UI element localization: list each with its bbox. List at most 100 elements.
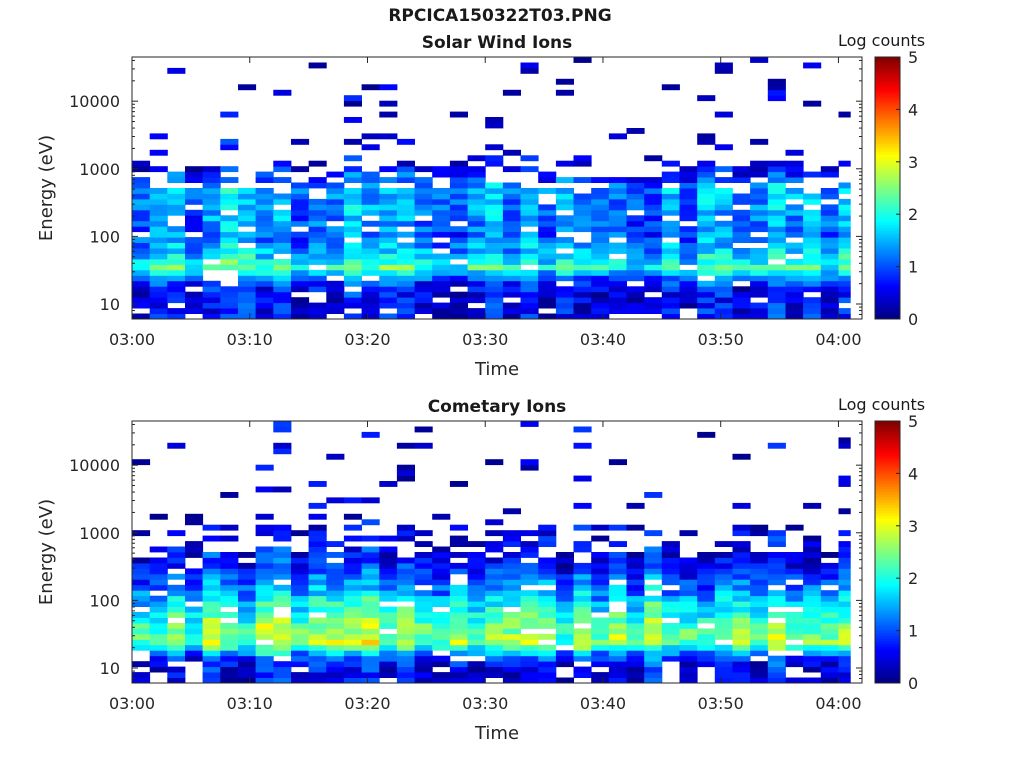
heatmap-cell bbox=[485, 313, 504, 320]
heatmap-cell bbox=[361, 182, 380, 189]
heatmap-cell bbox=[732, 552, 751, 558]
heatmap-cell bbox=[520, 644, 539, 651]
heatmap-cell bbox=[732, 313, 751, 320]
heatmap-cell bbox=[608, 541, 627, 547]
heatmap-cell bbox=[785, 188, 804, 194]
colorbar-swatch bbox=[875, 216, 900, 220]
heatmap-cell bbox=[202, 590, 221, 597]
heatmap-cell bbox=[202, 193, 221, 200]
heatmap-cell bbox=[591, 655, 610, 662]
heatmap-cell bbox=[449, 193, 468, 200]
heatmap-cell bbox=[467, 204, 486, 211]
heatmap-cell bbox=[308, 628, 327, 635]
heatmap-cell bbox=[555, 573, 574, 580]
heatmap-cell bbox=[608, 584, 627, 591]
heatmap-cell bbox=[220, 492, 239, 498]
heatmap-cell bbox=[767, 639, 786, 646]
heatmap-cell bbox=[149, 557, 168, 564]
colorbar-swatch bbox=[875, 256, 900, 260]
colorbar-swatch bbox=[875, 112, 900, 116]
y-tick-label: 10000 bbox=[69, 92, 120, 111]
heatmap-cell bbox=[573, 269, 592, 276]
x-tick-label: 03:40 bbox=[580, 694, 626, 713]
heatmap-cell bbox=[838, 111, 851, 118]
heatmap-cell bbox=[767, 557, 786, 564]
heatmap-cell bbox=[273, 442, 292, 449]
heatmap-cell bbox=[220, 672, 239, 678]
colorbar-swatch bbox=[875, 148, 900, 152]
colorbar-swatch bbox=[875, 593, 900, 598]
heatmap-cell bbox=[414, 672, 433, 678]
heatmap-cell bbox=[679, 677, 698, 684]
heatmap-cell bbox=[326, 302, 345, 309]
heatmap-cell bbox=[820, 286, 839, 293]
heatmap-cell bbox=[396, 138, 415, 145]
heatmap-cell bbox=[273, 557, 292, 564]
heatmap-cell bbox=[538, 655, 557, 662]
heatmap-cell bbox=[414, 590, 433, 597]
heatmap-cell bbox=[343, 623, 362, 629]
heatmap-cell bbox=[485, 546, 504, 553]
heatmap-cell bbox=[396, 568, 415, 575]
heatmap-cell bbox=[396, 220, 415, 227]
heatmap-cell bbox=[308, 601, 327, 607]
heatmap-cell bbox=[608, 286, 627, 293]
heatmap-cell bbox=[714, 568, 733, 575]
colorbar-swatch bbox=[875, 292, 900, 296]
heatmap-cell bbox=[220, 226, 239, 233]
heatmap-cell bbox=[202, 248, 221, 254]
heatmap-cell bbox=[555, 552, 574, 558]
heatmap-cell bbox=[644, 644, 663, 651]
heatmap-cell bbox=[149, 308, 168, 314]
heatmap-cell bbox=[591, 231, 610, 238]
heatmap-cell bbox=[803, 264, 822, 271]
colorbar-swatch bbox=[875, 261, 900, 265]
heatmap-cell bbox=[167, 264, 186, 271]
heatmap-cell bbox=[573, 644, 592, 651]
heatmap-cell bbox=[803, 612, 822, 618]
heatmap-cell bbox=[520, 308, 539, 314]
heatmap-cell bbox=[573, 259, 592, 265]
heatmap-cell bbox=[379, 237, 398, 243]
heatmap-cell bbox=[502, 584, 521, 591]
heatmap-cell bbox=[220, 313, 239, 320]
heatmap-cell bbox=[838, 595, 851, 602]
heatmap-cell bbox=[626, 286, 645, 293]
heatmap-cell bbox=[432, 302, 451, 309]
heatmap-cell bbox=[732, 584, 751, 591]
heatmap-cell bbox=[626, 644, 645, 651]
heatmap-cell bbox=[326, 552, 345, 558]
y-tick-label: 1000 bbox=[79, 160, 120, 179]
heatmap-cell bbox=[644, 530, 663, 537]
heatmap-cell bbox=[767, 248, 786, 254]
heatmap-cell bbox=[538, 573, 557, 580]
heatmap-cell bbox=[185, 253, 204, 260]
heatmap-cell bbox=[308, 237, 327, 243]
heatmap-cell bbox=[485, 193, 504, 200]
heatmap-cell bbox=[308, 215, 327, 222]
heatmap-cell bbox=[343, 612, 362, 618]
x-tick-label: 03:30 bbox=[462, 694, 508, 713]
heatmap-cell bbox=[838, 204, 851, 211]
heatmap-cell bbox=[202, 177, 221, 183]
heatmap-cell bbox=[396, 188, 415, 194]
heatmap-cell bbox=[220, 166, 239, 173]
heatmap-cell bbox=[538, 264, 557, 271]
heatmap-cell bbox=[767, 313, 786, 320]
heatmap-cell bbox=[820, 248, 839, 254]
heatmap-cell bbox=[149, 623, 168, 629]
heatmap-cell bbox=[255, 193, 274, 200]
heatmap-cell bbox=[803, 633, 822, 640]
heatmap-cell bbox=[202, 535, 221, 542]
heatmap-cell bbox=[185, 541, 204, 547]
heatmap-cell bbox=[361, 133, 380, 140]
heatmap-cell bbox=[573, 546, 592, 553]
colorbar-swatch bbox=[875, 562, 900, 566]
heatmap-cell bbox=[644, 584, 663, 591]
figure-title: RPCICA150322T03.PNG bbox=[388, 6, 612, 26]
heatmap-cell bbox=[255, 562, 274, 569]
heatmap-cell bbox=[132, 677, 151, 684]
colorbar-swatch bbox=[875, 151, 900, 155]
heatmap-cell bbox=[414, 426, 433, 433]
heatmap-cell bbox=[644, 492, 663, 498]
